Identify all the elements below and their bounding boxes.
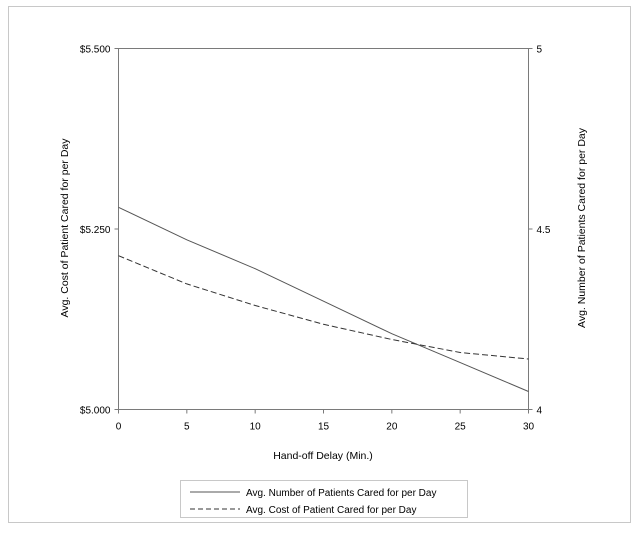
x-tick-label-0: 0	[116, 422, 122, 433]
tick-labels: 0 5 10 15 20 25 30 $5.000 $5.250 $5.500 4 4.5 5	[80, 45, 551, 433]
left-y-tick-label-2: $5.500	[80, 45, 111, 56]
x-axis-title: Hand-off Delay (Min.)	[273, 450, 373, 462]
x-tick-label-1: 5	[184, 422, 190, 433]
legend-box	[180, 480, 468, 518]
x-tick-label-3: 15	[318, 422, 330, 433]
plot-area	[118, 48, 529, 410]
x-tick-label-6: 30	[523, 422, 535, 433]
legend: Avg. Number of Patients Cared for per Da…	[180, 480, 468, 518]
left-y-tick-label-1: $5.250	[80, 225, 111, 236]
x-tick-label-2: 10	[250, 422, 262, 433]
right-axis-title: Avg. Number of Patients Cared for per Da…	[576, 127, 588, 328]
right-y-tick-label-2: 5	[537, 45, 543, 56]
series-lines	[118, 206, 529, 392]
left-y-tick-label-0: $5.000	[80, 406, 111, 417]
legend-label-patients: Avg. Number of Patients Cared for per Da…	[246, 488, 436, 499]
tick-marks	[114, 48, 533, 414]
series-line-patients	[118, 206, 529, 392]
right-y-tick-label-0: 4	[537, 406, 543, 417]
left-axis-title: Avg. Cost of Patient Cared for per Day	[59, 138, 71, 318]
x-tick-label-5: 25	[455, 422, 467, 433]
x-tick-label-4: 20	[386, 422, 398, 433]
legend-label-cost: Avg. Cost of Patient Cared for per Day	[246, 505, 416, 516]
series-line-cost	[118, 255, 529, 360]
right-y-tick-label-1: 4.5	[537, 225, 551, 236]
